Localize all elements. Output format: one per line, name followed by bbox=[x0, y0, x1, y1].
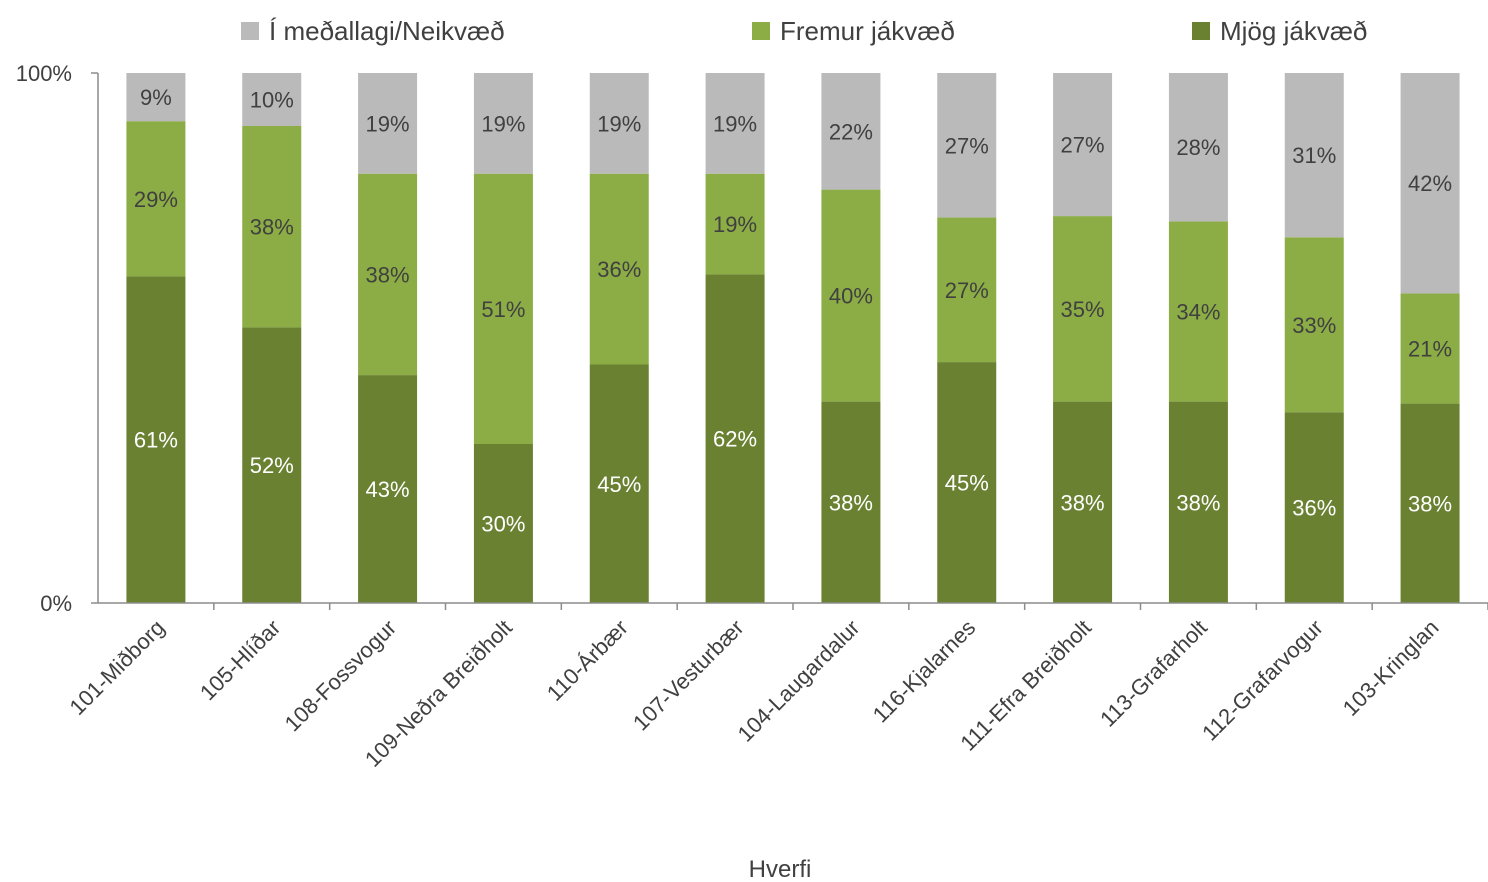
bar-segment-fairly-positive bbox=[1168, 221, 1228, 402]
legend-swatch-fairly-positive bbox=[752, 22, 770, 40]
x-tick-label: 112-Grafarvogur bbox=[1197, 615, 1328, 746]
data-label-fairly-positive: 51% bbox=[481, 297, 525, 322]
data-label-average-negative: 42% bbox=[1408, 171, 1452, 196]
data-label-very-positive: 45% bbox=[597, 472, 641, 497]
bar-segment-fairly-positive bbox=[821, 189, 881, 402]
bar-segment-fairly-positive bbox=[1284, 237, 1344, 413]
data-label-fairly-positive: 38% bbox=[366, 262, 410, 287]
data-label-very-positive: 62% bbox=[713, 427, 757, 452]
x-axis-title: Hverfi bbox=[749, 856, 812, 882]
legend-swatch-average-negative bbox=[241, 22, 259, 40]
data-label-average-negative: 19% bbox=[713, 111, 757, 136]
data-label-average-negative: 19% bbox=[597, 111, 641, 136]
legend-item-very-positive: Mjög jákvæð bbox=[1192, 14, 1367, 48]
bar-segment-very-positive bbox=[1168, 401, 1228, 603]
data-label-average-negative: 19% bbox=[481, 111, 525, 136]
bar-segment-average-negative bbox=[1400, 73, 1460, 294]
bar-segment-average-negative bbox=[821, 73, 881, 190]
x-tick-label: 116-Kjalarnes bbox=[868, 615, 981, 728]
bar-segment-fairly-positive bbox=[705, 173, 765, 275]
bar-segment-very-positive bbox=[1284, 412, 1344, 603]
data-label-average-negative: 22% bbox=[829, 119, 873, 144]
data-label-very-positive: 52% bbox=[250, 453, 294, 478]
y-tick-label: 0% bbox=[40, 591, 72, 616]
data-label-fairly-positive: 38% bbox=[250, 215, 294, 240]
bar-segment-average-negative bbox=[589, 73, 649, 174]
data-label-very-positive: 45% bbox=[945, 471, 989, 496]
data-label-very-positive: 43% bbox=[366, 477, 410, 502]
x-tick-label: 108-Fossvogur bbox=[280, 615, 401, 736]
bar-segment-very-positive bbox=[1400, 403, 1460, 603]
data-label-very-positive: 36% bbox=[1292, 496, 1336, 521]
legend-label-fairly-positive: Fremur jákvæð bbox=[780, 15, 955, 46]
data-labels-layer: 61% 29% 9% 52% 38% 10% 43% 38% 19% 30% 51% 19% 45% 36… bbox=[134, 85, 1452, 536]
bar-segment-very-positive bbox=[1053, 401, 1113, 603]
data-label-very-positive: 38% bbox=[1061, 490, 1105, 515]
y-axis-ticks: 0% 100% bbox=[16, 61, 98, 616]
data-label-very-positive: 30% bbox=[481, 512, 525, 537]
data-label-average-negative: 9% bbox=[140, 85, 172, 110]
bar-segment-average-negative bbox=[126, 73, 186, 122]
legend-label-average-negative: Í meðallagi/Neikvæð bbox=[269, 15, 505, 46]
data-label-average-negative: 10% bbox=[250, 88, 294, 113]
x-tick-label: 107-Vesturbær bbox=[628, 615, 749, 736]
bar-segment-very-positive bbox=[937, 362, 997, 603]
bar-segment-average-negative bbox=[358, 73, 418, 174]
legend-item-average-negative: Í meðallagi/Neikvæð bbox=[241, 14, 505, 48]
bar-segment-fairly-positive bbox=[473, 173, 533, 444]
bar-segment-very-positive bbox=[705, 274, 765, 603]
data-label-fairly-positive: 33% bbox=[1292, 313, 1336, 338]
bar-segment-fairly-positive bbox=[937, 217, 997, 363]
bar-segment-fairly-positive bbox=[1400, 293, 1460, 404]
x-tick-label: 113-Grafarholt bbox=[1095, 615, 1212, 732]
x-tick-label: 101-Miðborg bbox=[64, 615, 169, 720]
x-tick-label: 105-Hlíðar bbox=[195, 615, 285, 705]
legend-label-very-positive: Mjög jákvæð bbox=[1220, 15, 1368, 46]
bar-segment-average-negative bbox=[1053, 73, 1113, 217]
data-label-very-positive: 38% bbox=[1176, 490, 1220, 515]
bar-segment-average-negative bbox=[1168, 73, 1228, 222]
bar-segment-very-positive bbox=[358, 375, 418, 603]
bar-segment-fairly-positive bbox=[242, 126, 302, 328]
data-label-average-negative: 31% bbox=[1292, 143, 1336, 168]
data-label-average-negative: 19% bbox=[366, 111, 410, 136]
bar-segment-very-positive bbox=[473, 444, 533, 603]
x-axis-tick-labels: 101-Miðborg 105-Hlíðar108-Fossvogur109-Ne… bbox=[64, 603, 1488, 772]
data-label-fairly-positive: 36% bbox=[597, 257, 641, 282]
y-tick-label: 100% bbox=[16, 61, 72, 86]
data-label-fairly-positive: 40% bbox=[829, 284, 873, 309]
x-tick-label: 103-Kringlan bbox=[1338, 615, 1444, 721]
bar-segment-average-negative bbox=[473, 73, 533, 174]
data-label-fairly-positive: 27% bbox=[945, 278, 989, 303]
legend-item-fairly-positive: Fremur jákvæð bbox=[752, 14, 955, 48]
data-label-very-positive: 38% bbox=[1408, 491, 1452, 516]
data-label-fairly-positive: 34% bbox=[1176, 300, 1220, 325]
bar-segment-fairly-positive bbox=[126, 121, 186, 277]
bar-segment-fairly-positive bbox=[1053, 216, 1113, 402]
data-label-very-positive: 38% bbox=[829, 490, 873, 515]
bar-segment-fairly-positive bbox=[358, 173, 418, 376]
data-label-very-positive: 61% bbox=[134, 428, 178, 453]
data-label-fairly-positive: 29% bbox=[134, 187, 178, 212]
bars-layer bbox=[126, 73, 1460, 603]
data-label-average-negative: 27% bbox=[945, 133, 989, 158]
bar-segment-average-negative bbox=[937, 73, 997, 218]
data-label-average-negative: 27% bbox=[1061, 133, 1105, 158]
x-tick-label: 104-Laugardalur bbox=[733, 615, 865, 747]
bar-segment-very-positive bbox=[821, 401, 881, 603]
bar-segment-average-negative bbox=[1284, 73, 1344, 238]
bar-segment-very-positive bbox=[242, 327, 302, 603]
data-label-average-negative: 28% bbox=[1176, 135, 1220, 160]
bar-segment-average-negative bbox=[242, 73, 302, 126]
bar-segment-very-positive bbox=[589, 364, 649, 603]
bar-segment-very-positive bbox=[126, 276, 186, 603]
data-label-fairly-positive: 35% bbox=[1061, 297, 1105, 322]
data-label-fairly-positive: 19% bbox=[713, 212, 757, 237]
bar-segment-fairly-positive bbox=[589, 173, 649, 365]
bar-segment-average-negative bbox=[705, 73, 765, 174]
x-tick-label: 110-Árbær bbox=[542, 615, 633, 706]
data-label-fairly-positive: 21% bbox=[1408, 337, 1452, 362]
legend-swatch-very-positive bbox=[1192, 22, 1210, 40]
